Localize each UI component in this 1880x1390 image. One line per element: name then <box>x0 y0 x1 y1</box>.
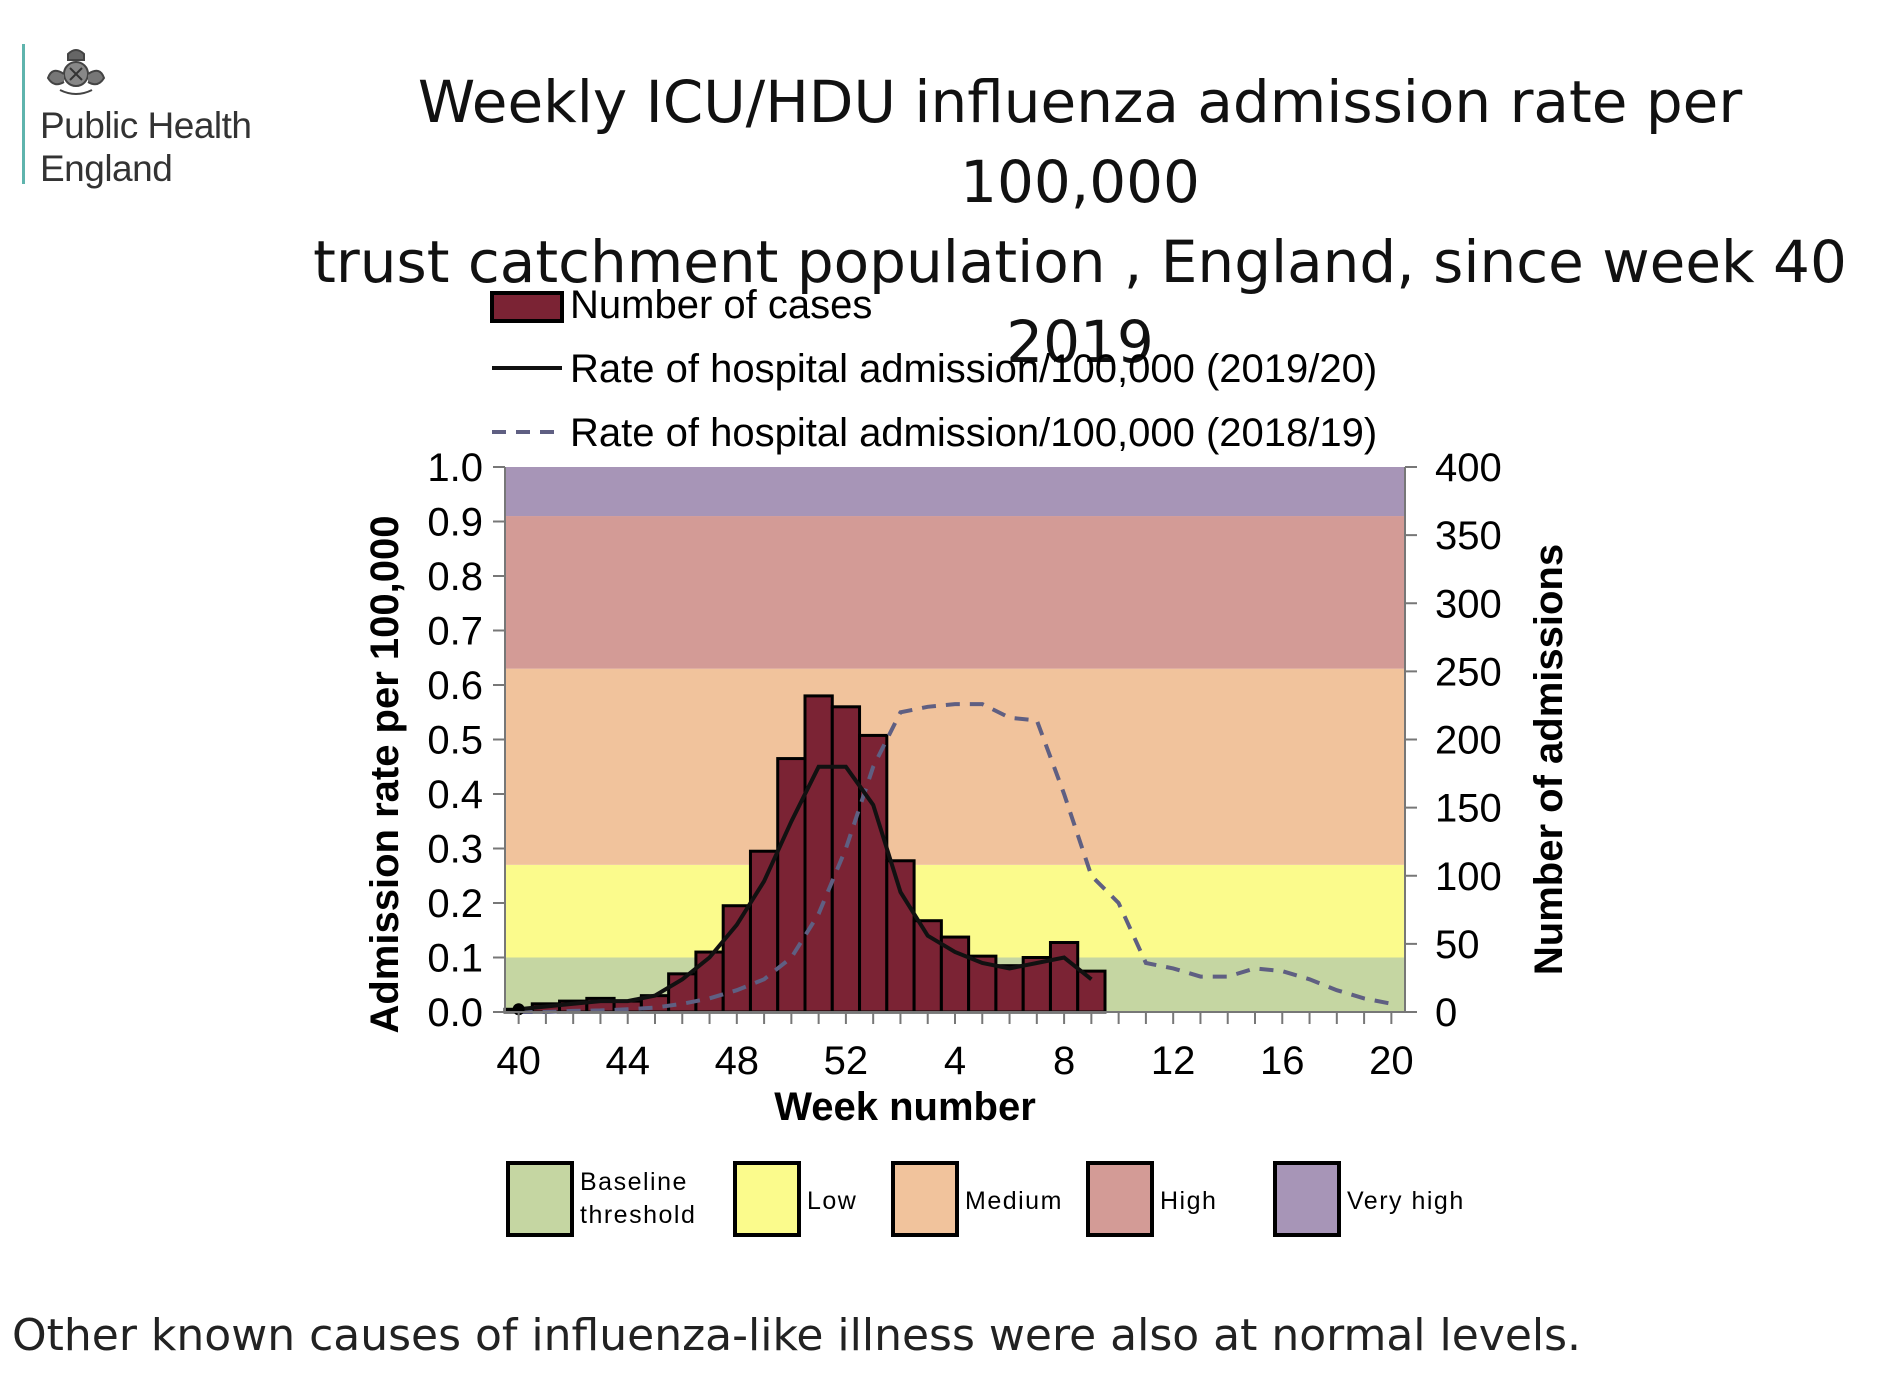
left-axis-tick-label: 0.1 <box>427 937 483 981</box>
left-axis-tick-label: 0.0 <box>427 991 483 1035</box>
right-axis-tick-label: 300 <box>1435 582 1502 626</box>
case-bar-week-47 <box>694 950 725 1014</box>
rate-line-2018-19 <box>518 702 1392 1014</box>
caption-text: Other known causes of influenza-like ill… <box>12 1310 1582 1361</box>
logo-line-2: England <box>40 148 173 189</box>
threshold-legend-swatch-low <box>733 1161 801 1237</box>
case-bar-week-1 <box>858 733 889 1014</box>
title-line-1: Weekly ICU/HDU influenza admission rate … <box>417 68 1743 216</box>
right-axis-tick-label: 200 <box>1435 719 1502 763</box>
organisation-logo: Public Health England <box>40 104 252 190</box>
threshold-legend-label: Low <box>807 1187 857 1215</box>
right-axis-tick-label: 150 <box>1435 787 1502 831</box>
legend-cases-swatch <box>490 291 564 323</box>
x-axis-tick-label: 52 <box>824 1039 869 1083</box>
case-bar-week-4 <box>939 935 971 1014</box>
left-axis-tick-label: 0.6 <box>427 664 483 708</box>
threshold-band-high <box>505 516 1405 669</box>
right-axis-tick-label: 0 <box>1435 991 1457 1035</box>
case-bar-week-2 <box>885 859 916 1014</box>
left-axis-tick-label: 0.9 <box>427 501 483 545</box>
x-axis-tick-label: 8 <box>1053 1039 1075 1083</box>
case-bar-week-6 <box>994 964 1025 1014</box>
threshold-legend-swatch-high <box>1086 1161 1154 1237</box>
left-axis-tick-label: 0.5 <box>427 719 483 763</box>
case-bar-week-8 <box>1048 941 1080 1014</box>
threshold-legend-swatch-very-high <box>1273 1161 1341 1237</box>
left-axis-tick-label: 0.3 <box>427 828 483 872</box>
left-axis-tick-label: 0.8 <box>427 555 483 599</box>
threshold-band-medium <box>505 668 1405 865</box>
logo-accent-bar <box>22 44 25 184</box>
right-axis-title: Number of admissions <box>1527 544 1571 975</box>
x-axis-tick-label: 48 <box>715 1039 760 1083</box>
x-axis-tick-label: 40 <box>496 1039 541 1083</box>
right-axis-tick-label: 350 <box>1435 514 1502 558</box>
x-axis-tick-label: 12 <box>1151 1039 1196 1083</box>
right-axis-tick-label: 250 <box>1435 650 1502 694</box>
legend-cases-label: Number of cases <box>570 283 872 327</box>
left-axis-tick-label: 0.7 <box>427 610 483 654</box>
royal-crest-icon <box>46 49 106 95</box>
x-axis-title: Week number <box>774 1085 1036 1129</box>
case-bar-week-51 <box>803 694 834 1014</box>
left-axis-tick-label: 0.2 <box>427 882 483 926</box>
x-axis-tick-label: 44 <box>605 1039 650 1083</box>
right-axis-tick-label: 50 <box>1435 923 1480 967</box>
threshold-legend-label: Very high <box>1347 1187 1465 1215</box>
x-axis-tick-label: 20 <box>1369 1039 1414 1083</box>
threshold-band-very-high <box>505 467 1405 517</box>
influenza-admission-chart: 0.0 0.1 0.2 0.3 0.4 0.5 0.6 0.7 0.8 0.9 1.0 0 50 100 1… <box>363 283 1571 1237</box>
legend-rate-2018-label: Rate of hospital admission/100,000 (2018… <box>570 411 1377 455</box>
case-bar-week-52 <box>830 705 862 1014</box>
left-axis-tick-label: 1.0 <box>427 446 483 490</box>
case-bar-week-50 <box>776 757 807 1014</box>
logo-line-1: Public Health <box>40 105 252 146</box>
threshold-legend-swatch-medium <box>891 1161 959 1237</box>
rate-line-2019-20 <box>518 764 1093 1012</box>
legend-rate-2019-label: Rate of hospital admission/100,000 (2019… <box>570 347 1377 391</box>
threshold-legend-label-line1: Baseline <box>580 1168 688 1196</box>
left-axis-title: Admission rate per 100,000 <box>363 515 407 1033</box>
x-axis-tick-label: 16 <box>1260 1039 1305 1083</box>
page-title: Weekly ICU/HDU influenza admission rate … <box>290 62 1870 382</box>
right-axis-tick-label: 100 <box>1435 855 1502 899</box>
threshold-legend-label: High <box>1160 1187 1217 1215</box>
threshold-legend-swatch-baseline-threshold <box>506 1161 574 1237</box>
case-bar-week-5 <box>967 954 998 1014</box>
title-line-2: trust catchment population , England, si… <box>313 228 1847 376</box>
threshold-legend-label: Medium <box>965 1187 1063 1215</box>
right-axis-tick-label: 400 <box>1435 446 1502 490</box>
case-bar-week-49 <box>748 849 780 1014</box>
threshold-legend-label-line2: threshold <box>580 1201 696 1229</box>
x-axis-tick-label: 4 <box>944 1039 966 1083</box>
left-axis-tick-label: 0.4 <box>427 773 483 817</box>
